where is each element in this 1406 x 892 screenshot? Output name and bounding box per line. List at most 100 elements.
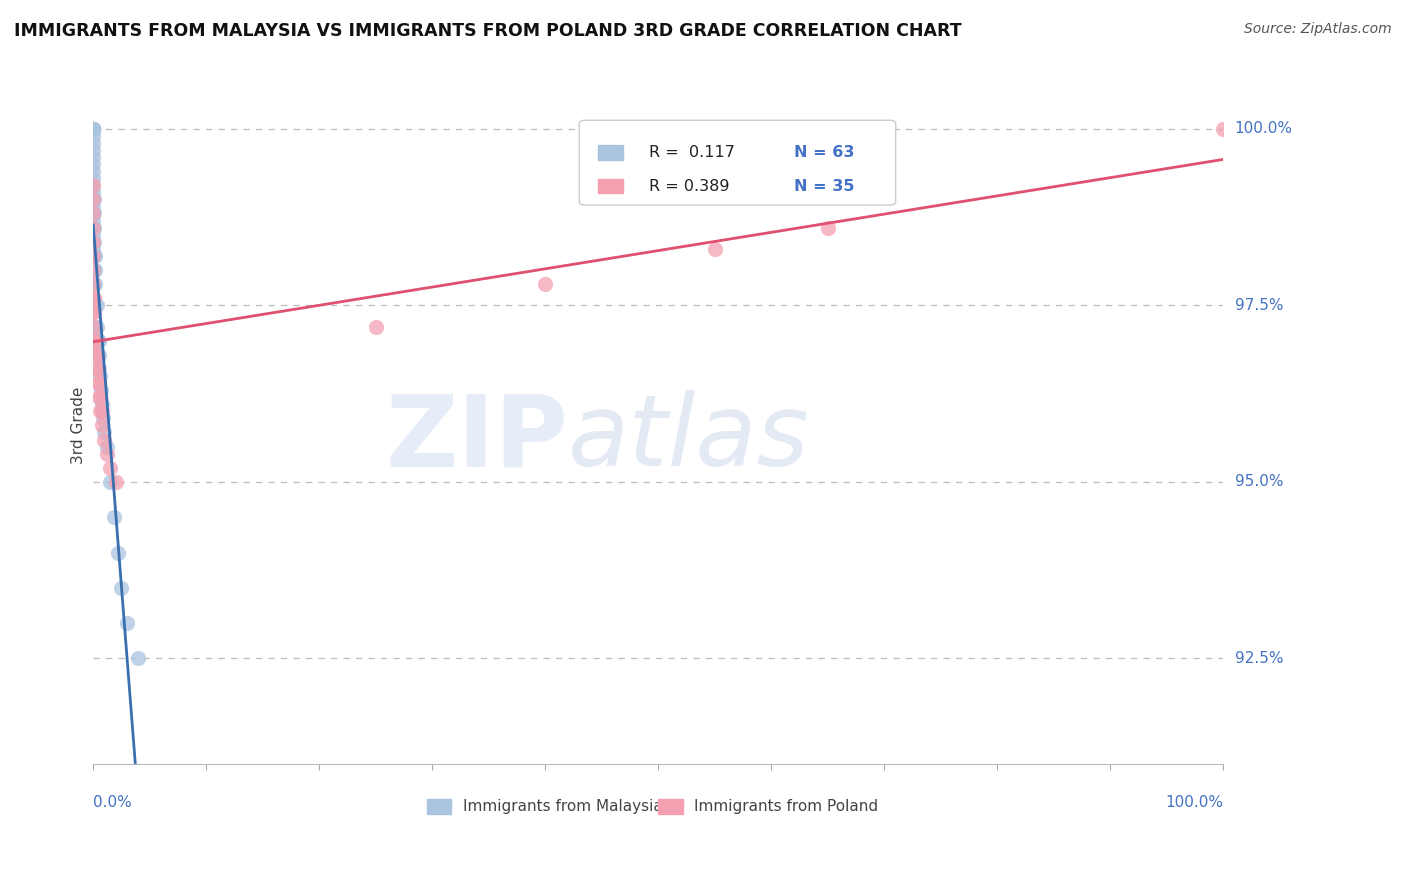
Point bbox=[83, 291, 105, 305]
Point bbox=[82, 128, 104, 143]
Point bbox=[93, 433, 115, 447]
Point bbox=[703, 242, 725, 256]
Text: 0.0%: 0.0% bbox=[93, 795, 132, 810]
FancyBboxPatch shape bbox=[658, 799, 683, 814]
Point bbox=[82, 178, 104, 193]
Point bbox=[82, 298, 104, 312]
Point bbox=[82, 213, 104, 227]
Point bbox=[115, 616, 138, 631]
Point bbox=[86, 348, 108, 362]
Point bbox=[91, 404, 114, 418]
Point bbox=[91, 418, 114, 433]
Point bbox=[83, 319, 105, 334]
Point bbox=[82, 263, 104, 277]
Point bbox=[98, 475, 121, 489]
Point bbox=[87, 362, 110, 376]
Point bbox=[82, 121, 104, 136]
Point bbox=[83, 220, 105, 235]
Point bbox=[86, 362, 108, 376]
Point bbox=[83, 277, 105, 292]
Text: ZIP: ZIP bbox=[385, 391, 568, 487]
Text: 95.0%: 95.0% bbox=[1234, 475, 1284, 490]
FancyBboxPatch shape bbox=[599, 178, 623, 194]
Point bbox=[82, 164, 104, 178]
Point bbox=[83, 305, 105, 319]
Point bbox=[86, 298, 108, 312]
Point bbox=[82, 199, 104, 213]
Point bbox=[82, 171, 104, 186]
Point bbox=[93, 425, 115, 440]
Point bbox=[87, 334, 110, 348]
Point bbox=[82, 157, 104, 171]
Point bbox=[86, 334, 108, 348]
Text: Immigrants from Poland: Immigrants from Poland bbox=[695, 799, 879, 814]
Point bbox=[83, 206, 105, 220]
Point bbox=[82, 143, 104, 157]
Point bbox=[82, 220, 104, 235]
Point bbox=[82, 305, 104, 319]
Point bbox=[96, 440, 118, 454]
Point bbox=[82, 249, 104, 263]
Text: 92.5%: 92.5% bbox=[1234, 651, 1284, 666]
Point bbox=[83, 193, 105, 207]
Point bbox=[82, 121, 104, 136]
Text: 97.5%: 97.5% bbox=[1234, 298, 1284, 313]
Text: R = 0.389: R = 0.389 bbox=[650, 178, 730, 194]
Point bbox=[82, 193, 104, 207]
FancyBboxPatch shape bbox=[599, 145, 623, 160]
Point bbox=[87, 390, 110, 404]
Point bbox=[82, 121, 104, 136]
Point bbox=[364, 319, 387, 334]
Point bbox=[82, 121, 104, 136]
Point bbox=[86, 319, 108, 334]
Text: 100.0%: 100.0% bbox=[1234, 121, 1292, 136]
Point bbox=[93, 411, 115, 425]
Text: IMMIGRANTS FROM MALAYSIA VS IMMIGRANTS FROM POLAND 3RD GRADE CORRELATION CHART: IMMIGRANTS FROM MALAYSIA VS IMMIGRANTS F… bbox=[14, 22, 962, 40]
Text: Source: ZipAtlas.com: Source: ZipAtlas.com bbox=[1244, 22, 1392, 37]
Point bbox=[82, 249, 104, 263]
Point bbox=[817, 220, 839, 235]
FancyBboxPatch shape bbox=[579, 120, 896, 205]
Point bbox=[82, 227, 104, 242]
Point bbox=[86, 348, 108, 362]
Point bbox=[82, 121, 104, 136]
Point bbox=[87, 348, 110, 362]
Point bbox=[82, 121, 104, 136]
Point bbox=[90, 383, 112, 397]
Point bbox=[87, 376, 110, 390]
Point bbox=[86, 362, 108, 376]
Point bbox=[84, 263, 107, 277]
Point bbox=[84, 249, 107, 263]
Text: atlas: atlas bbox=[568, 391, 810, 487]
Point bbox=[83, 235, 105, 249]
Point bbox=[107, 545, 129, 559]
Point bbox=[82, 263, 104, 277]
Point bbox=[82, 150, 104, 164]
Point bbox=[103, 510, 125, 524]
Point bbox=[86, 334, 108, 348]
Point bbox=[84, 348, 107, 362]
Point bbox=[83, 249, 105, 263]
Point bbox=[89, 368, 111, 383]
Point bbox=[89, 404, 111, 418]
Point bbox=[82, 242, 104, 256]
Point bbox=[89, 390, 111, 404]
Point bbox=[98, 460, 121, 475]
Point bbox=[82, 235, 104, 249]
Point bbox=[82, 136, 104, 150]
Point bbox=[82, 193, 104, 207]
Text: N = 63: N = 63 bbox=[794, 145, 855, 160]
FancyBboxPatch shape bbox=[426, 799, 451, 814]
Point bbox=[82, 277, 104, 292]
Point bbox=[84, 277, 107, 292]
Point bbox=[1212, 121, 1234, 136]
Point bbox=[104, 475, 127, 489]
Point bbox=[82, 206, 104, 220]
Point bbox=[127, 651, 149, 665]
Text: 100.0%: 100.0% bbox=[1166, 795, 1223, 810]
Text: R =  0.117: R = 0.117 bbox=[650, 145, 735, 160]
Point bbox=[534, 277, 557, 292]
Point bbox=[82, 178, 104, 193]
Point bbox=[84, 319, 107, 334]
Y-axis label: 3rd Grade: 3rd Grade bbox=[72, 387, 86, 464]
